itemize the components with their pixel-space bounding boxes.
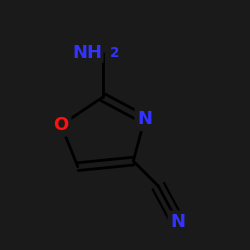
Text: N: N xyxy=(137,110,152,128)
Text: O: O xyxy=(54,116,69,134)
Text: 2: 2 xyxy=(110,46,119,60)
Text: NH: NH xyxy=(73,44,103,62)
Text: N: N xyxy=(170,213,185,231)
